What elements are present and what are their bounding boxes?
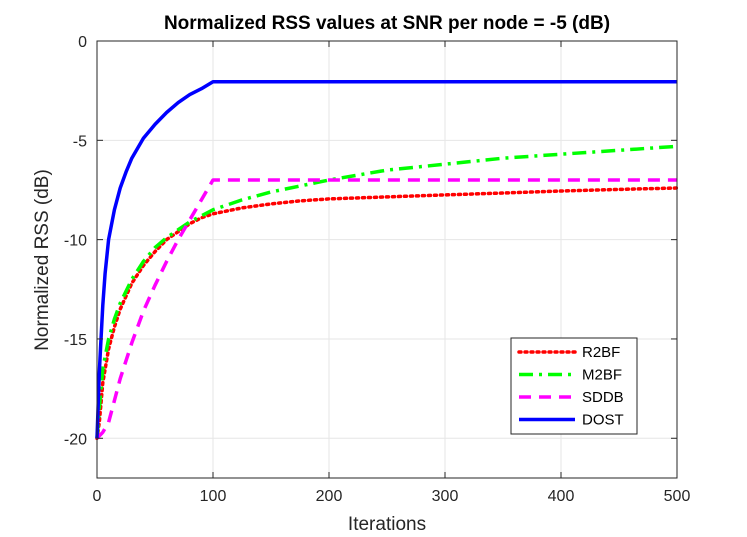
legend-label-r2bf: R2BF bbox=[582, 344, 620, 361]
x-tick-label: 500 bbox=[664, 488, 691, 505]
series-layer bbox=[95, 79, 679, 441]
legend-label-dost: DOST bbox=[582, 412, 624, 429]
y-tick-label: -20 bbox=[64, 431, 87, 448]
y-axis-label: Normalized RSS (dB) bbox=[32, 169, 53, 351]
series-line-sddb bbox=[95, 178, 677, 440]
y-tick-label: -10 bbox=[64, 233, 87, 250]
plot-frame bbox=[96, 40, 678, 479]
y-tick-label: 0 bbox=[78, 34, 87, 51]
x-axis-label: Iterations bbox=[348, 514, 426, 535]
x-tick-label: 100 bbox=[200, 488, 227, 505]
series-line-m2bf bbox=[95, 144, 678, 439]
ticks: 0 100 200 300 400 500 0 -5 -10 -15 -20 bbox=[64, 34, 691, 505]
x-tick-label: 400 bbox=[548, 488, 575, 505]
y-tick-label: -5 bbox=[73, 133, 87, 150]
x-tick-label: 300 bbox=[432, 488, 459, 505]
chart-title: Normalized RSS values at SNR per node = … bbox=[164, 13, 610, 34]
legend-label-sddb: SDDB bbox=[582, 389, 624, 406]
y-tick-label: -15 bbox=[64, 332, 87, 349]
x-tick-label: 0 bbox=[93, 488, 102, 505]
series-line-dost bbox=[95, 79, 677, 439]
x-tick-label: 200 bbox=[316, 488, 343, 505]
legend: R2BF M2BF SDDB DOST bbox=[510, 337, 638, 435]
legend-label-m2bf: M2BF bbox=[582, 367, 622, 384]
